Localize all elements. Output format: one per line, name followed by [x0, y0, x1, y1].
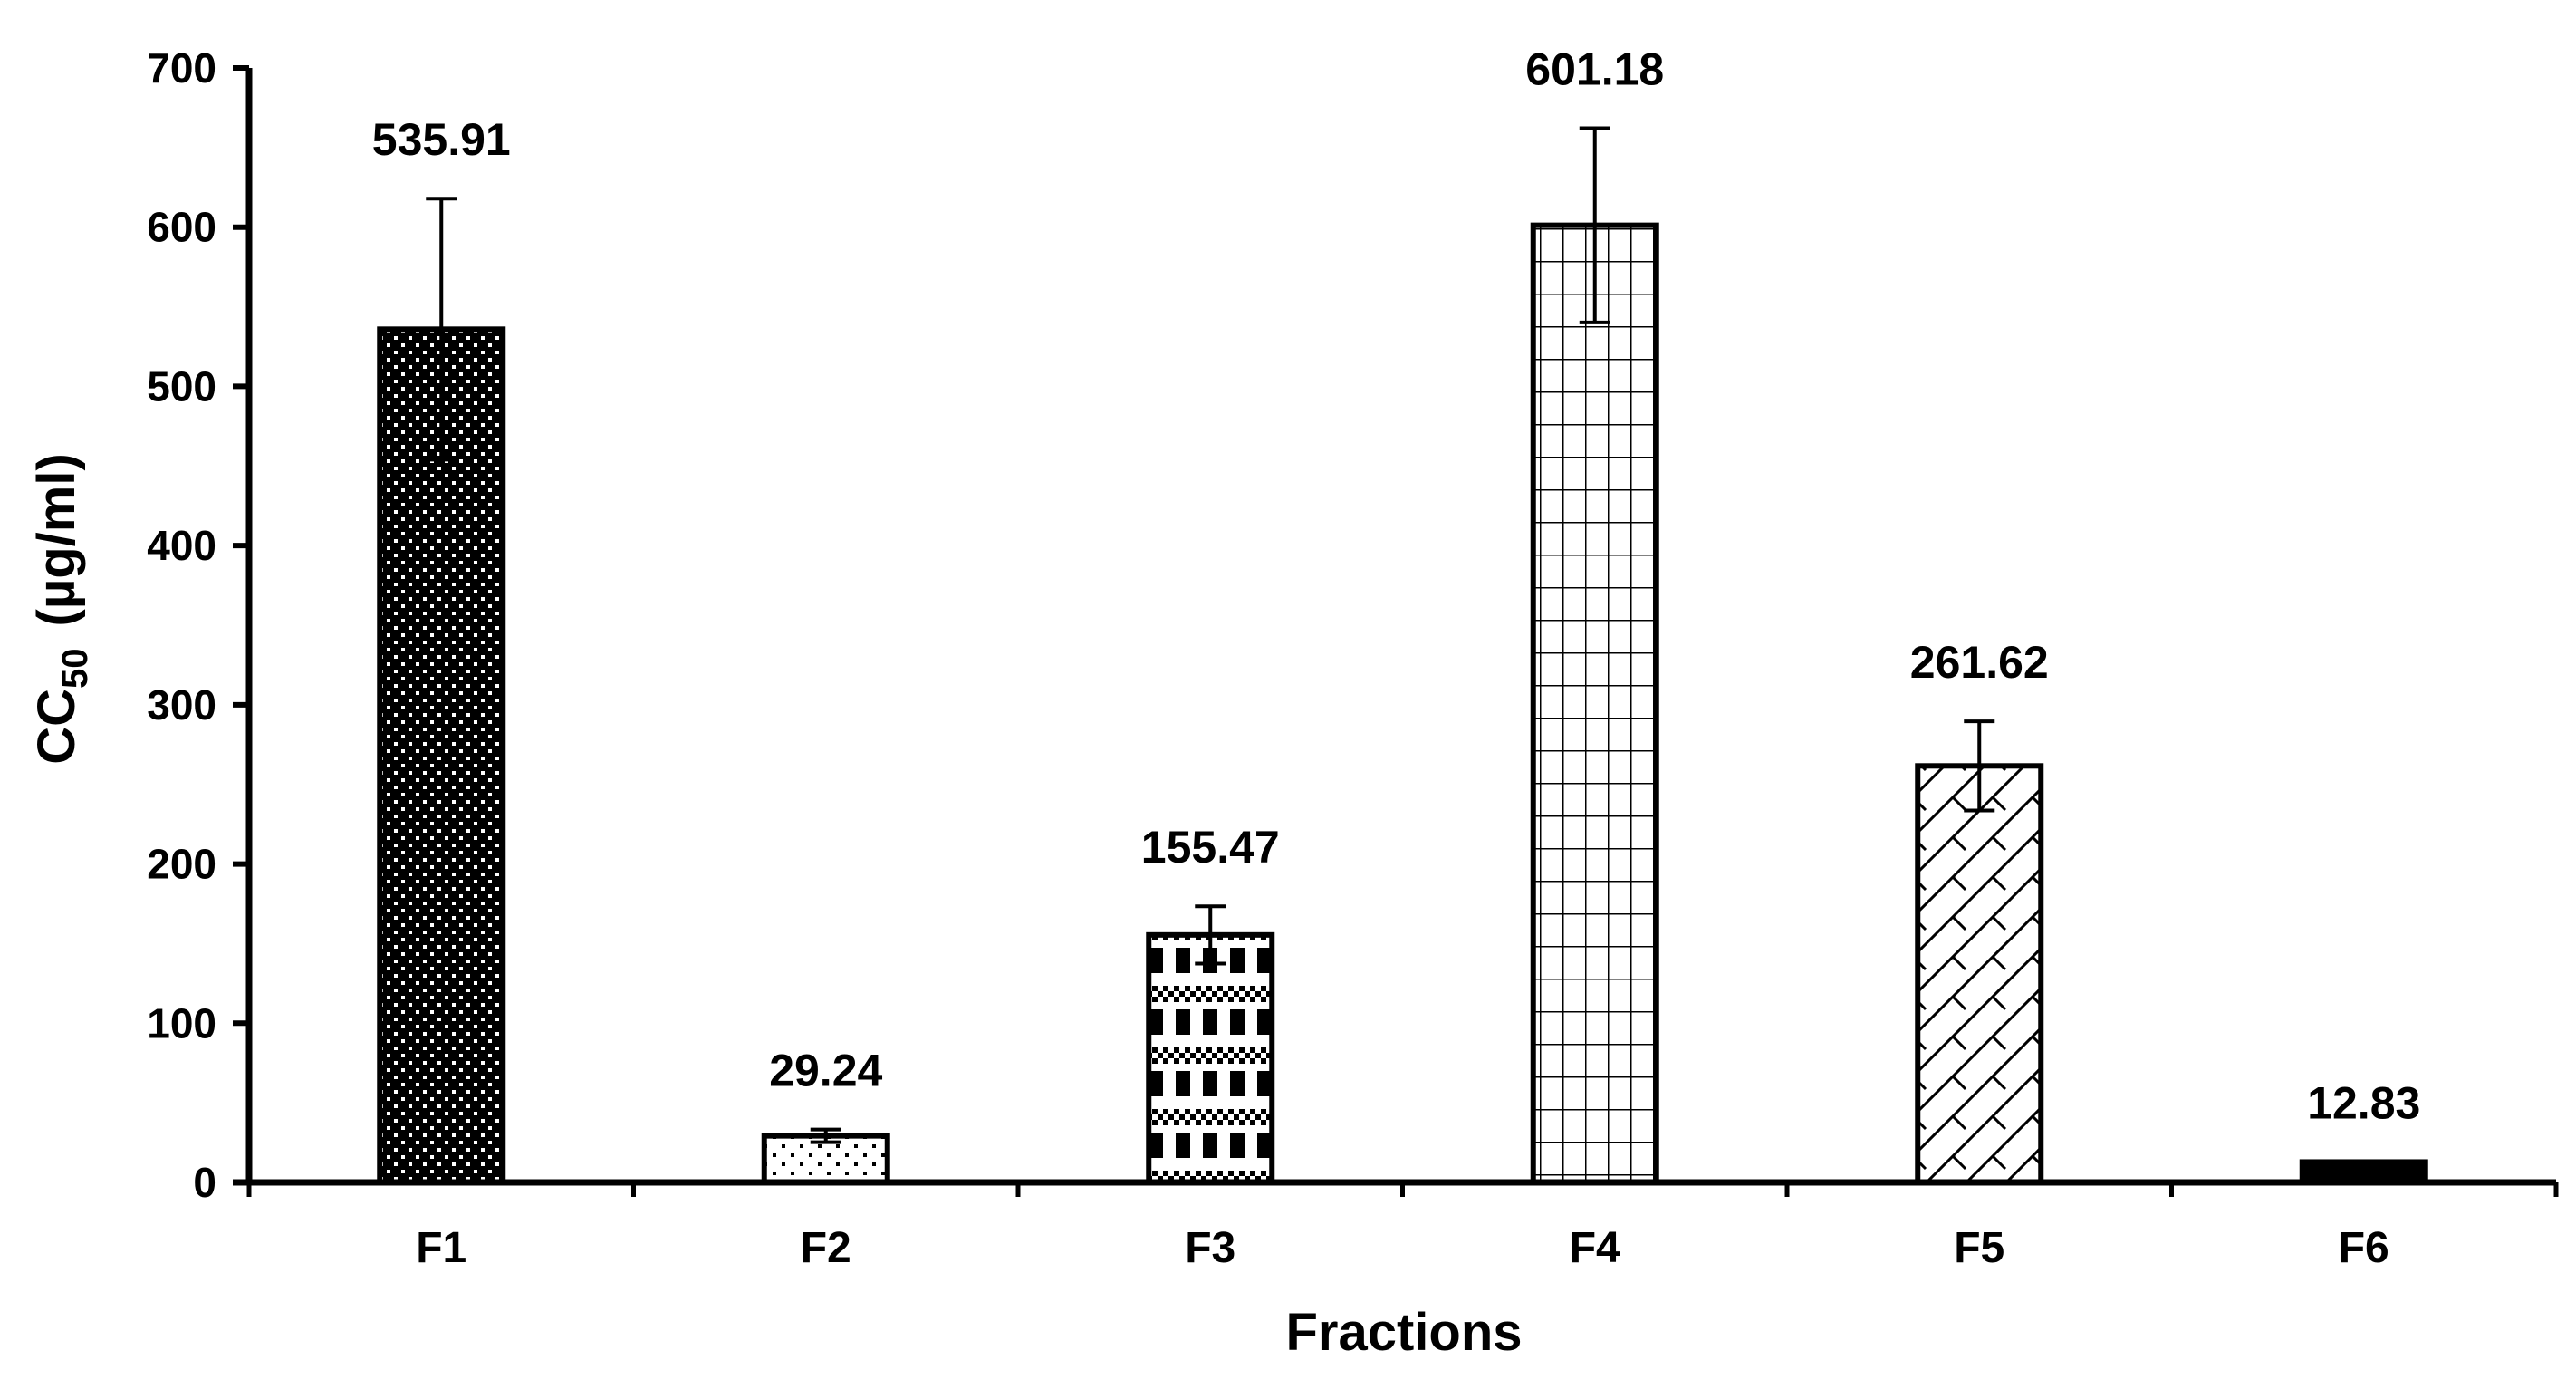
x-tick-label-f4: F4: [1570, 1224, 1620, 1272]
x-tick-label-f3: F3: [1185, 1224, 1235, 1272]
x-axis-title: Fractions: [1285, 1303, 1522, 1362]
data-label-f4: 601.18: [1525, 43, 1664, 94]
axes-layer: 0 100 200 300 400 500 600 700: [147, 44, 2559, 1206]
error-bar-f3: [1195, 904, 1226, 966]
labels-layer: 535.91 F1 29.24 F2 155.47 F3 601.18 F4 261.62 F5 1…: [372, 43, 2421, 1272]
error-bars-layer: [426, 126, 1995, 1144]
error-bar-f5: [1964, 719, 1995, 813]
x-tick-label-f2: F2: [801, 1224, 851, 1272]
y-axis-title-main: CC: [27, 689, 86, 765]
y-tick-label: 100: [147, 999, 216, 1047]
y-tick-label: 200: [147, 841, 216, 888]
y-axis-title-subscript: 50: [55, 649, 95, 690]
bar-f5: [1915, 763, 2044, 1185]
x-tick-label-f1: F1: [416, 1224, 466, 1272]
data-label-f6: 12.83: [2307, 1077, 2420, 1128]
y-tick-label: 300: [147, 681, 216, 728]
data-label-f2: 29.24: [769, 1046, 882, 1096]
x-tick-label-f6: F6: [2339, 1224, 2389, 1272]
bar-f1: [377, 326, 506, 1185]
data-label-f5: 261.62: [1910, 637, 2049, 688]
bars-layer: [377, 222, 2428, 1186]
y-tick-label: 600: [147, 204, 216, 251]
data-label-f1: 535.91: [372, 114, 511, 165]
y-tick-label: 400: [147, 522, 216, 569]
x-tick-label-f5: F5: [1954, 1224, 2004, 1272]
y-tick-label: 500: [147, 362, 216, 410]
bar-f4: [1530, 222, 1659, 1185]
y-tick-label: 700: [147, 44, 216, 92]
error-bar-f4: [1579, 126, 1610, 324]
error-bar-f1: [426, 197, 457, 462]
data-label-f3: 155.47: [1141, 822, 1280, 873]
y-tick-label: 0: [193, 1159, 216, 1206]
error-bar-f2: [810, 1127, 841, 1144]
bar-f3: [1146, 931, 1275, 1186]
y-axis-title-unit: (µg/ml): [27, 453, 86, 626]
y-axis-title: CC50 (µg/ml): [27, 453, 95, 765]
